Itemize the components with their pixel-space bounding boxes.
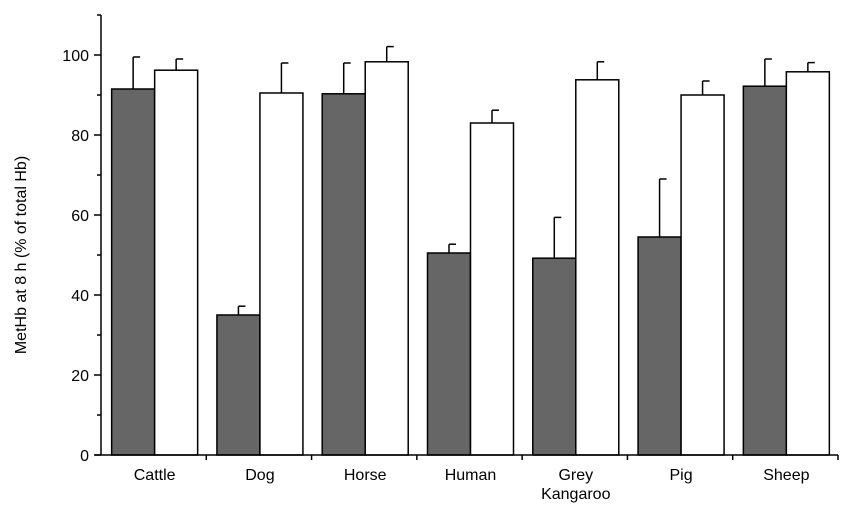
axes-layer bbox=[95, 15, 838, 456]
bars-layer bbox=[110, 61, 831, 456]
y-ticks-layer: 0 20 40 60 80 100 bbox=[62, 14, 101, 465]
bar bbox=[321, 93, 366, 456]
y-tick-label: 100 bbox=[62, 48, 89, 65]
x-tick-label: Dog bbox=[245, 467, 274, 484]
x-tick-labels-layer: Cattle Dog Horse Human Grey Kangaroo Pig Sheep bbox=[134, 455, 839, 503]
bar bbox=[680, 94, 725, 456]
x-tick-label-line: Sheep bbox=[763, 467, 809, 484]
x-tick-label-line: Grey bbox=[558, 467, 593, 484]
x-tick-label-line: Horse bbox=[344, 467, 387, 484]
x-tick-label-line: Pig bbox=[670, 467, 693, 484]
bar bbox=[153, 69, 199, 456]
x-tick-label: Cattle bbox=[134, 467, 176, 484]
bar bbox=[426, 252, 472, 456]
y-tick-label: 40 bbox=[71, 288, 89, 305]
x-tick-label: Sheep bbox=[763, 467, 809, 484]
bar bbox=[110, 88, 156, 456]
x-tick-label-line: Cattle bbox=[134, 467, 176, 484]
x-tick-label-line: Human bbox=[445, 467, 497, 484]
error-bars-layer bbox=[132, 45, 815, 315]
x-tick-label: Human bbox=[445, 467, 497, 484]
y-tick-label: 20 bbox=[71, 368, 89, 385]
x-tick-label: Grey Kangaroo bbox=[541, 467, 610, 503]
x-tick-label-line: Dog bbox=[245, 467, 274, 484]
bar bbox=[742, 85, 788, 456]
bar bbox=[575, 79, 620, 456]
bar bbox=[532, 257, 577, 456]
y-axis-title: MetHb at 8 h (% of total Hb) bbox=[13, 156, 30, 354]
bar bbox=[469, 122, 515, 456]
bar bbox=[259, 92, 304, 456]
y-tick-label: 60 bbox=[71, 208, 89, 225]
y-tick-label: 0 bbox=[80, 448, 89, 465]
bar bbox=[785, 71, 831, 456]
bar bbox=[364, 61, 409, 456]
bar bbox=[216, 314, 261, 456]
x-tick-label: Horse bbox=[344, 467, 387, 484]
bar bbox=[637, 236, 682, 456]
x-tick-label-line: Kangaroo bbox=[541, 486, 610, 503]
y-tick-label: 80 bbox=[71, 128, 89, 145]
x-tick-label: Pig bbox=[670, 467, 693, 484]
